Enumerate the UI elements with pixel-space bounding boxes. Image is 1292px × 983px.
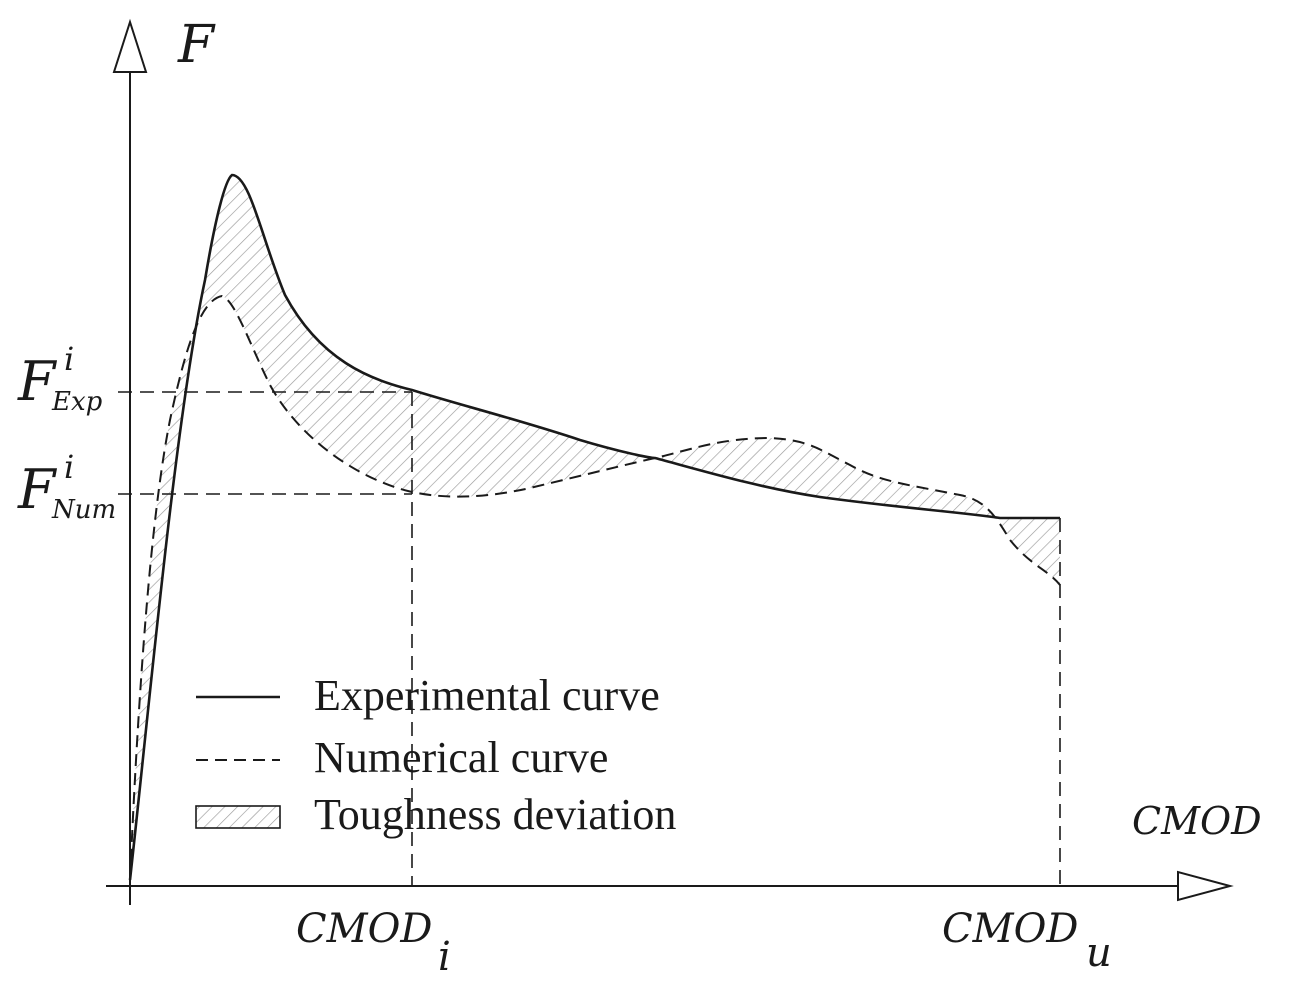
x-marker-cmod-i: CMOD i bbox=[296, 906, 451, 980]
x-marker-cmod-u: CMOD u bbox=[942, 906, 1112, 976]
legend: Experimental curve Numerical curve Tough… bbox=[195, 671, 676, 839]
legend-item-toughness: Toughness deviation bbox=[195, 790, 676, 839]
x-axis-arrow-icon bbox=[1177, 870, 1234, 902]
legend-item-experimental: Experimental curve bbox=[196, 671, 660, 720]
x-marker-cmod-i-sub: i bbox=[438, 934, 451, 980]
y-axis-title: F bbox=[177, 15, 216, 75]
legend-label-toughness: Toughness deviation bbox=[314, 790, 676, 839]
experimental-curve bbox=[128, 173, 1060, 881]
legend-hatch-swatch-icon bbox=[195, 805, 281, 829]
x-marker-cmod-u-sub: u bbox=[1086, 930, 1112, 976]
x-marker-cmod-u-base: CMOD bbox=[942, 906, 1078, 952]
numerical-curve bbox=[129, 294, 1061, 881]
x-axis-title: CMOD bbox=[1132, 799, 1262, 843]
y-marker-f-exp: F i Exp bbox=[17, 340, 103, 417]
y-marker-f-exp-base: F bbox=[17, 350, 58, 413]
y-marker-f-exp-sub: Exp bbox=[51, 387, 103, 417]
legend-label-experimental: Experimental curve bbox=[314, 671, 660, 720]
y-marker-f-exp-sup: i bbox=[64, 340, 74, 378]
toughness-deviation-area bbox=[130, 175, 1060, 880]
y-marker-f-num: F i Num bbox=[17, 448, 116, 525]
x-marker-cmod-i-base: CMOD bbox=[296, 906, 432, 952]
y-axis-arrow-icon bbox=[112, 18, 148, 73]
legend-label-numerical: Numerical curve bbox=[314, 733, 608, 782]
legend-item-numerical: Numerical curve bbox=[196, 733, 608, 782]
y-marker-f-num-base: F bbox=[17, 458, 58, 521]
y-marker-f-num-sup: i bbox=[64, 448, 74, 486]
y-marker-f-num-sub: Num bbox=[51, 495, 116, 525]
